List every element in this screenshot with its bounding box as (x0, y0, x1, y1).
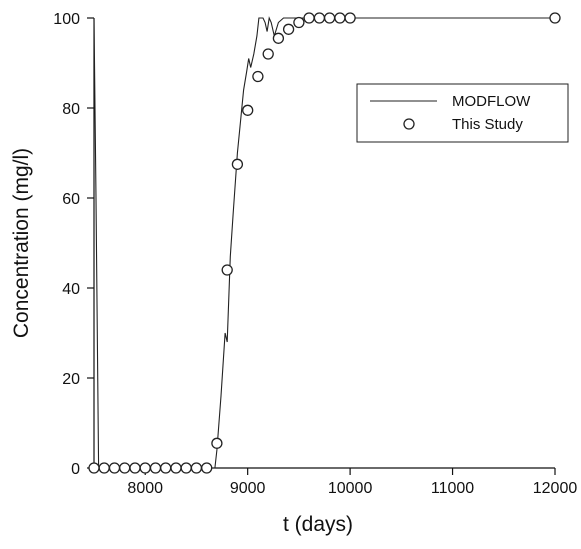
this-study-point (98, 462, 110, 474)
x-ticks: 8000 9000 10000 11000 12000 (127, 468, 577, 497)
this-study-point (242, 104, 254, 116)
plot-area (88, 12, 561, 474)
this-study-point (108, 462, 121, 474)
legend-swatch-this-study (403, 118, 415, 130)
this-study-point (293, 16, 305, 29)
this-study-point (313, 12, 326, 24)
this-study-point (180, 462, 192, 474)
this-study-point (252, 70, 264, 83)
this-study-point (160, 462, 172, 474)
legend: MODFLOW This Study (356, 83, 569, 143)
legend-box (356, 83, 569, 143)
this-study-point (272, 32, 285, 44)
x-tick-label: 8000 (127, 480, 163, 497)
legend-label-modflow: MODFLOW (452, 93, 531, 110)
x-tick-label: 9000 (230, 480, 266, 497)
legend-label-this-study: This Study (452, 116, 523, 133)
this-study-point (303, 12, 315, 24)
y-ticks: 0 20 40 60 80 100 (53, 11, 94, 478)
y-tick-label: 0 (71, 461, 80, 478)
this-study-point (549, 12, 561, 24)
this-study-point (221, 264, 233, 276)
this-study-point (170, 462, 182, 474)
this-study-point (149, 462, 162, 474)
y-tick-label: 60 (62, 191, 80, 208)
this-study-point (190, 462, 203, 474)
this-study-point (88, 462, 100, 474)
this-study-point (344, 12, 356, 24)
y-axis-title: Concentration (mg/l) (10, 148, 33, 338)
this-study-point (129, 462, 141, 474)
this-study-point (211, 437, 223, 449)
this-study-point (282, 23, 295, 35)
this-study-point (262, 48, 274, 60)
this-study-point (231, 158, 244, 170)
x-tick-label: 12000 (533, 480, 578, 497)
this-study-point (119, 462, 131, 474)
y-tick-label: 40 (62, 281, 80, 298)
this-study-point (334, 12, 346, 24)
x-tick-label: 11000 (431, 480, 474, 497)
this-study-point (201, 462, 213, 474)
y-tick-label: 20 (62, 371, 80, 388)
x-axis-title: t (days) (283, 513, 353, 536)
y-tick-label: 80 (62, 101, 80, 118)
x-tick-label: 10000 (328, 480, 373, 497)
this-study-point (323, 12, 336, 24)
this-study-point (139, 462, 151, 474)
y-tick-label: 100 (53, 11, 80, 28)
